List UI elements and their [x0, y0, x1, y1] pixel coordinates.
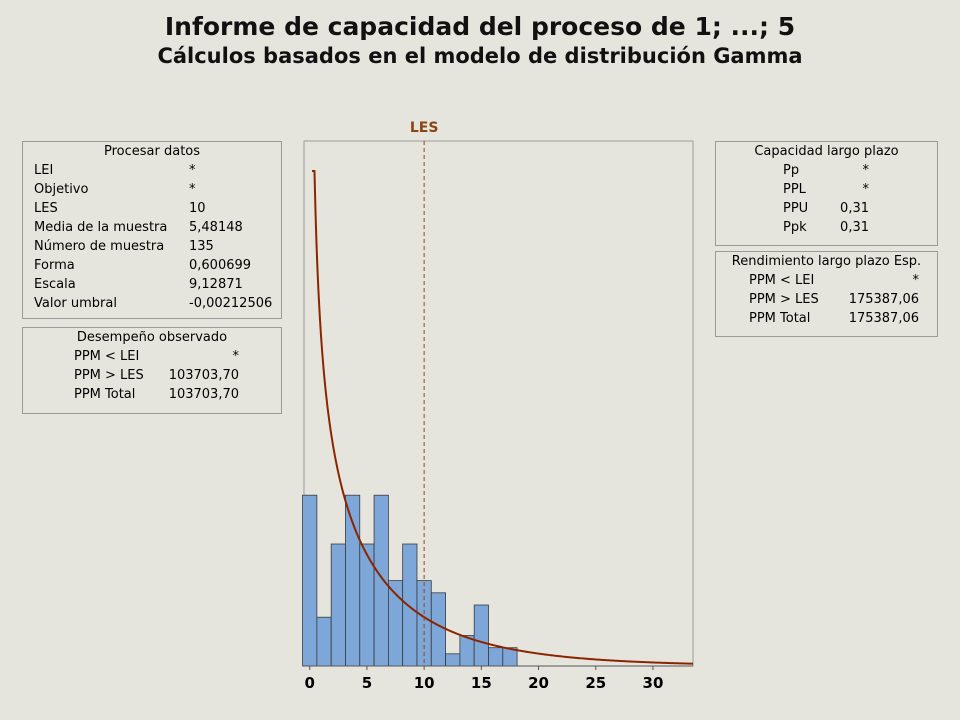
process-row-media: Media de la muestra 5,48148	[23, 218, 281, 237]
process-value: 10	[189, 201, 206, 216]
histogram-bar	[488, 647, 504, 667]
long-term-capability-panel: Capacidad largo plazo Pp * PPL * PPU 0,31 P…	[715, 141, 938, 246]
process-row-forma: Forma 0,600699	[23, 256, 281, 275]
x-axis-ticks: 0 5 10 15 20 25 30	[305, 666, 664, 692]
observed-row: PPM > LES 103703,70	[23, 366, 281, 385]
process-label: Número de muestra	[34, 239, 165, 254]
histogram-bars	[302, 494, 518, 667]
process-value: 0,600699	[189, 258, 252, 273]
process-data-title: Procesar datos	[103, 144, 201, 159]
capability-row: Ppk 0,31	[716, 218, 937, 237]
les-spec-label: LES	[410, 120, 439, 136]
observed-label: PPM Total	[74, 387, 136, 402]
observed-label: PPM > LES	[74, 368, 144, 383]
process-data-panel: Procesar datos LEI * Objetivo * LES 10 Medi…	[22, 141, 282, 319]
capability-title: Capacidad largo plazo	[754, 144, 899, 159]
process-value: -0,00212506	[189, 296, 273, 311]
histogram-bar	[430, 592, 446, 667]
histogram-bar	[473, 604, 489, 667]
process-value: 9,12871	[189, 277, 243, 292]
capability-value: *	[862, 163, 870, 178]
capability-label: PPU	[783, 201, 809, 216]
report-subtitle: Cálculos basados en el modelo de distrib…	[157, 44, 803, 68]
yield-row: PPM > LES 175387,06	[716, 290, 937, 309]
observed-row: PPM < LEI *	[23, 347, 281, 366]
histogram-bar	[330, 543, 346, 667]
yield-value: *	[912, 273, 920, 288]
capability-value: 0,31	[840, 220, 869, 235]
process-label: Objetivo	[34, 182, 89, 197]
process-label: Forma	[34, 258, 75, 273]
gamma-fit-curve	[312, 170, 694, 665]
observed-title: Desempeño observado	[76, 330, 228, 345]
process-row-numero: Número de muestra 135	[23, 237, 281, 256]
yield-value: 175387,06	[848, 311, 919, 326]
histogram-bar	[402, 543, 418, 667]
x-tick-label: 20	[528, 674, 549, 692]
histogram-bar	[302, 494, 318, 667]
process-row-les: LES 10	[23, 199, 281, 218]
yield-label: PPM Total	[749, 311, 811, 326]
yield-row: PPM Total 175387,06	[716, 309, 937, 328]
yield-title: Rendimiento largo plazo Esp.	[731, 254, 922, 269]
x-tick-label: 5	[362, 674, 372, 692]
x-tick-label: 30	[643, 674, 664, 692]
histogram-bar	[316, 616, 332, 667]
observed-value: 103703,70	[168, 387, 239, 402]
observed-row: PPM Total 103703,70	[23, 385, 281, 404]
process-row-umbral: Valor umbral -0,00212506	[23, 294, 281, 313]
process-label: Media de la muestra	[34, 220, 168, 235]
report-title: Informe de capacidad del proceso de 1; .…	[164, 12, 796, 41]
x-tick-label: 10	[414, 674, 435, 692]
process-label: Escala	[34, 277, 76, 292]
yield-label: PPM < LEI	[749, 273, 815, 288]
x-tick-label: 0	[305, 674, 315, 692]
histogram-bar	[373, 494, 389, 667]
x-tick-label: 15	[471, 674, 492, 692]
observed-performance-panel: Desempeño observado PPM < LEI * PPM > LES…	[22, 327, 282, 414]
capability-row: PPU 0,31	[716, 199, 937, 218]
process-row-escala: Escala 9,12871	[23, 275, 281, 294]
histogram-bar	[445, 653, 461, 667]
capability-value: 0,31	[840, 201, 869, 216]
observed-value: *	[232, 349, 240, 364]
yield-value: 175387,06	[848, 292, 919, 307]
capability-row: PPL *	[716, 180, 937, 199]
process-label: LEI	[34, 163, 54, 178]
yield-row: PPM < LEI *	[716, 271, 937, 290]
capability-value: *	[862, 182, 870, 197]
process-value: *	[189, 182, 196, 197]
process-label: LES	[34, 201, 58, 216]
process-value: *	[189, 163, 196, 178]
process-row-lei: LEI *	[23, 161, 281, 180]
capability-label: PPL	[783, 182, 806, 197]
process-value: 135	[189, 239, 214, 254]
capability-label: Pp	[783, 163, 800, 178]
process-row-objetivo: Objetivo *	[23, 180, 281, 199]
observed-value: 103703,70	[168, 368, 239, 383]
observed-label: PPM < LEI	[74, 349, 140, 364]
expected-yield-panel: Rendimiento largo plazo Esp. PPM < LEI * …	[715, 251, 938, 337]
process-value: 5,48148	[189, 220, 243, 235]
x-tick-label: 25	[585, 674, 606, 692]
yield-label: PPM > LES	[749, 292, 819, 307]
process-label: Valor umbral	[34, 296, 117, 311]
capability-label: Ppk	[783, 220, 807, 235]
capability-row: Pp *	[716, 161, 937, 180]
